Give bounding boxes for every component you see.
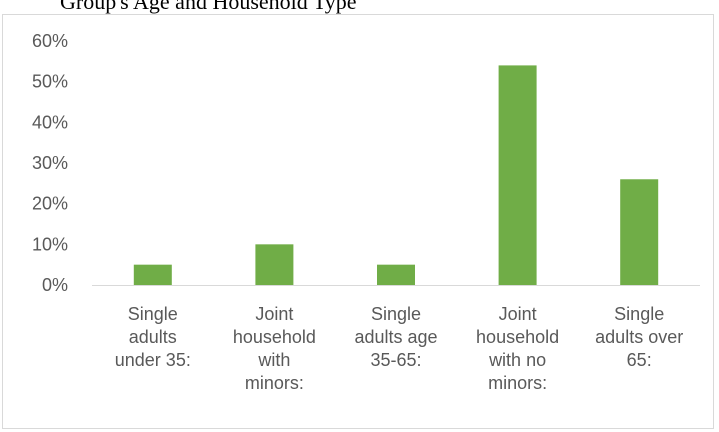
bar <box>133 264 172 285</box>
x-category-label: Joint household with no minors: <box>476 304 559 393</box>
y-tick-label: 60% <box>32 31 68 51</box>
x-category-label: Single adults under 35: <box>115 304 191 370</box>
x-category-label: Single adults age 35-65: <box>354 304 437 370</box>
y-tick-label: 10% <box>32 234 68 254</box>
bar <box>255 244 294 285</box>
chart-caption: Group's Age and Household Type <box>60 0 357 14</box>
y-axis: 0% 10% 20% 30% 40% 50% 60% <box>32 31 68 295</box>
chart-frame <box>2 14 714 429</box>
y-tick-label: 50% <box>32 72 68 92</box>
y-tick-label: 20% <box>32 194 68 214</box>
bars <box>133 65 659 286</box>
x-category-label: Joint household with minors: <box>233 304 316 393</box>
y-tick-label: 40% <box>32 112 68 132</box>
y-tick-label: 0% <box>42 275 68 295</box>
bar <box>498 65 537 286</box>
x-axis-labels: Single adults under 35: Joint household with m… <box>115 304 683 393</box>
bar <box>377 264 415 285</box>
chart-caption-strip: Group's Age and Household Type <box>0 0 719 14</box>
x-category-label: Single adults over 65: <box>595 304 683 370</box>
y-tick-label: 30% <box>32 153 68 173</box>
bar <box>620 179 659 285</box>
